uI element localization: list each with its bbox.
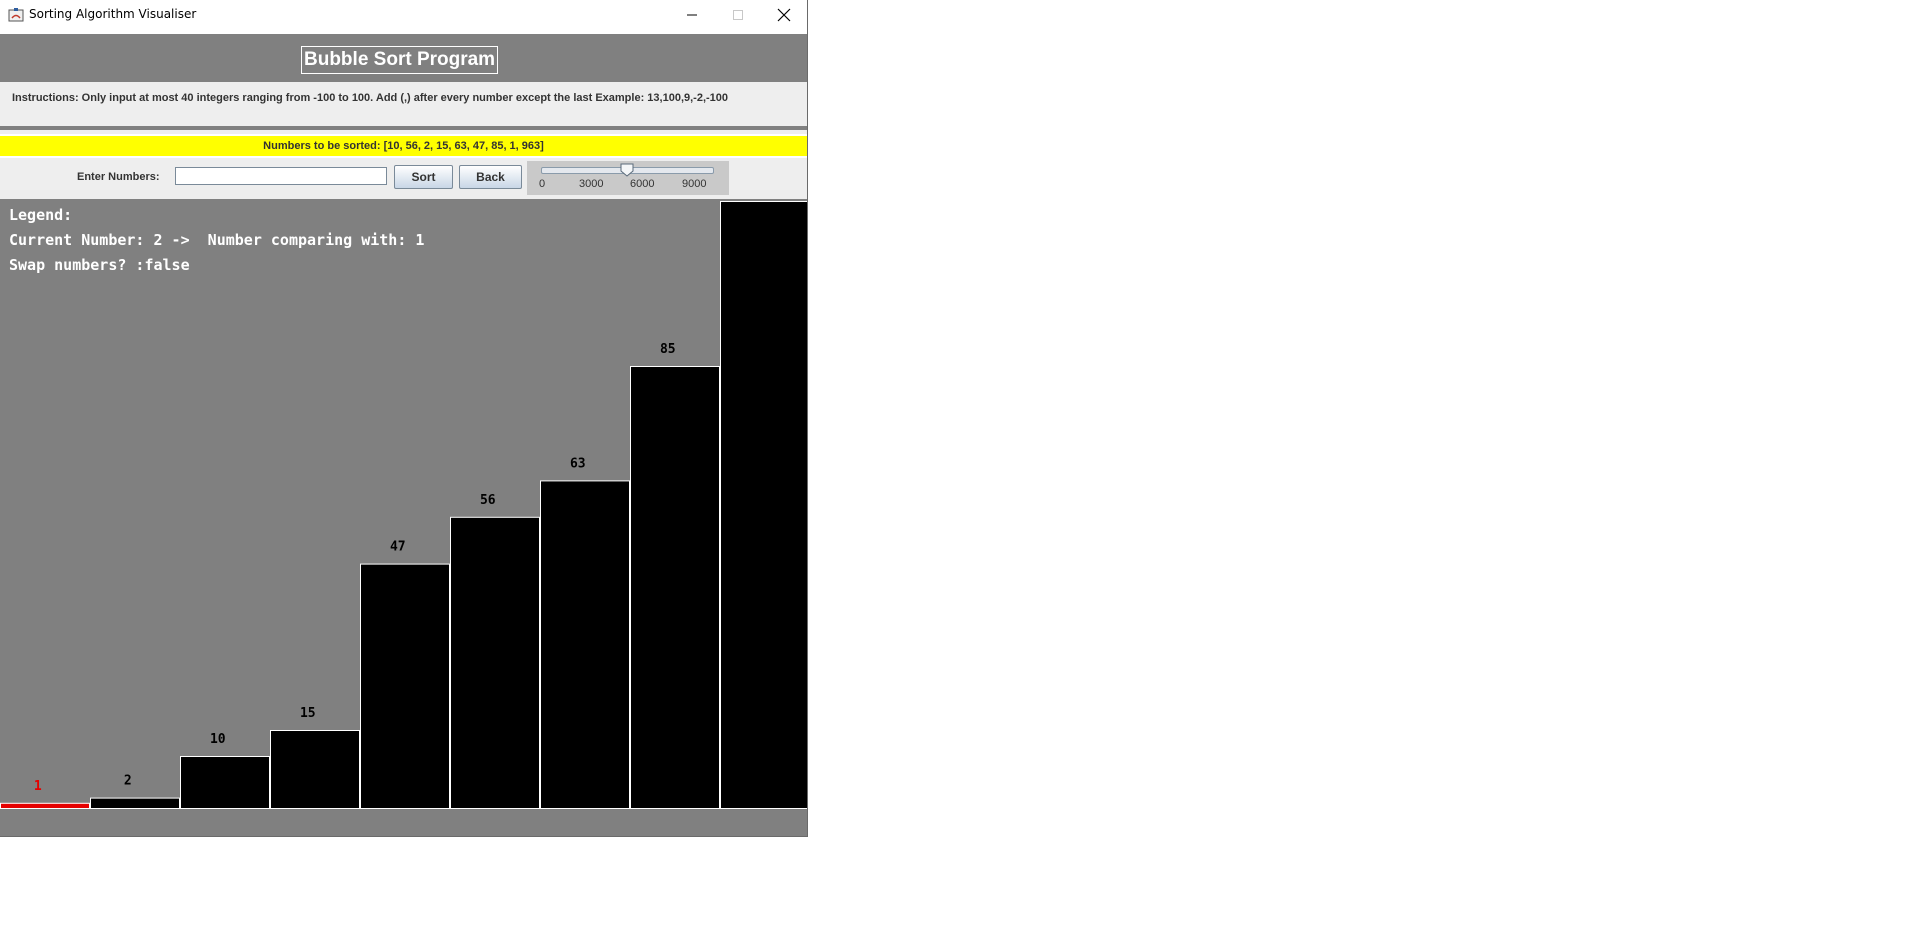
controls-panel: Enter Numbers: Sort Back 0 3000 6000 900… (0, 158, 807, 199)
close-icon (777, 8, 791, 22)
slider-tick-label: 6000 (630, 178, 655, 190)
numbers-to-sort-bar: Numbers to be sorted: [10, 56, 2, 15, 63… (0, 136, 807, 156)
bar-value-label: 85 (660, 342, 676, 357)
header-panel: Bubble Sort Program (0, 34, 807, 82)
maximize-icon (733, 10, 743, 20)
slider-tick-label: 0 (539, 178, 546, 190)
instructions-text: Instructions: Only input at most 40 inte… (12, 92, 729, 104)
bar-47 (360, 563, 450, 809)
bar-1 (0, 802, 90, 809)
title-bar: Sorting Algorithm Visualiser (0, 0, 807, 30)
legend-title: Legend: (9, 206, 73, 224)
divider (0, 130, 807, 134)
legend-current-number: Current Number: 2 -> Number comparing wi… (9, 231, 425, 249)
bar-value-label: 1 (34, 779, 42, 794)
speed-slider[interactable]: 0 3000 6000 9000 (527, 161, 729, 195)
slider-tick-label: 9000 (682, 178, 707, 190)
bar-value-label: 47 (390, 540, 406, 555)
slider-thumb[interactable] (620, 163, 634, 177)
window-title: Sorting Algorithm Visualiser (29, 7, 197, 21)
bar-value-label: 63 (570, 456, 586, 471)
bar-63 (540, 480, 630, 809)
divider (0, 126, 807, 130)
numbers-to-sort-label: Numbers to be sorted: [10, 56, 2, 15, 63… (263, 140, 544, 152)
bar-2 (90, 797, 180, 809)
slider-tick-label: 3000 (579, 178, 604, 190)
program-title: Bubble Sort Program (301, 46, 499, 74)
numbers-input[interactable] (175, 167, 387, 185)
back-button[interactable]: Back (459, 165, 522, 189)
bar-963 (720, 201, 807, 809)
bar-value-label: 15 (300, 706, 316, 721)
bar-15 (270, 730, 360, 809)
app-window: Sorting Algorithm Visualiser Bubble Sort… (0, 0, 808, 837)
bar-85 (630, 366, 720, 809)
maximize-button[interactable] (715, 0, 761, 30)
bar-value-label: 56 (480, 493, 496, 508)
close-button[interactable] (761, 0, 807, 30)
minimize-icon (687, 14, 697, 16)
instructions-panel: Instructions: Only input at most 40 inte… (0, 82, 807, 126)
java-app-icon (8, 8, 24, 22)
enter-numbers-label: Enter Numbers: (77, 171, 160, 183)
minimize-button[interactable] (669, 0, 715, 30)
bar-value-label: 2 (124, 774, 132, 789)
bar-56 (450, 516, 540, 809)
sort-visualization-canvas: 1 2 10 15 47 56 63 85 Legend: Current Number: 2… (0, 199, 807, 836)
bar-value-label: 10 (210, 732, 226, 747)
sort-button[interactable]: Sort (394, 165, 453, 189)
legend-swap-status: Swap numbers? :false (9, 256, 190, 274)
bar-10 (180, 756, 270, 809)
bar-chart: 1 2 10 15 47 56 63 85 (0, 201, 807, 809)
